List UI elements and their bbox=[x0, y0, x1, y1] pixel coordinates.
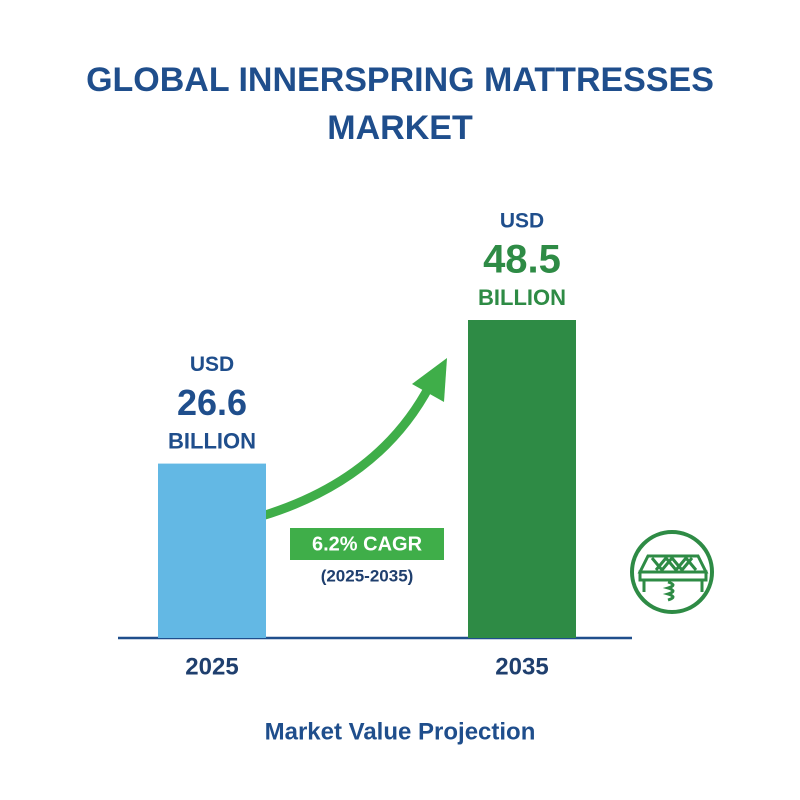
x-tick-label: 2025 bbox=[185, 653, 238, 680]
x-axis-label: Market Value Projection bbox=[265, 718, 536, 745]
chart-title: GLOBAL INNERSPRING MATTRESSES bbox=[86, 61, 714, 99]
x-tick-label: 2035 bbox=[495, 653, 548, 680]
value-label: 48.5 bbox=[483, 238, 561, 282]
value-suffix: BILLION bbox=[478, 285, 566, 310]
arrow-head bbox=[412, 358, 447, 402]
growth-arrow bbox=[257, 380, 435, 521]
value-label: 26.6 bbox=[177, 382, 247, 423]
bar bbox=[468, 320, 576, 638]
value-prefix: USD bbox=[500, 210, 544, 233]
cagr-period: (2025-2035) bbox=[321, 566, 414, 585]
bar bbox=[158, 463, 266, 638]
chart-title: MARKET bbox=[327, 109, 473, 147]
value-prefix: USD bbox=[190, 353, 234, 376]
value-suffix: BILLION bbox=[168, 428, 256, 453]
mattress-icon bbox=[630, 530, 714, 614]
cagr-text: 6.2% CAGR bbox=[312, 533, 423, 555]
cagr-badge bbox=[290, 528, 444, 560]
